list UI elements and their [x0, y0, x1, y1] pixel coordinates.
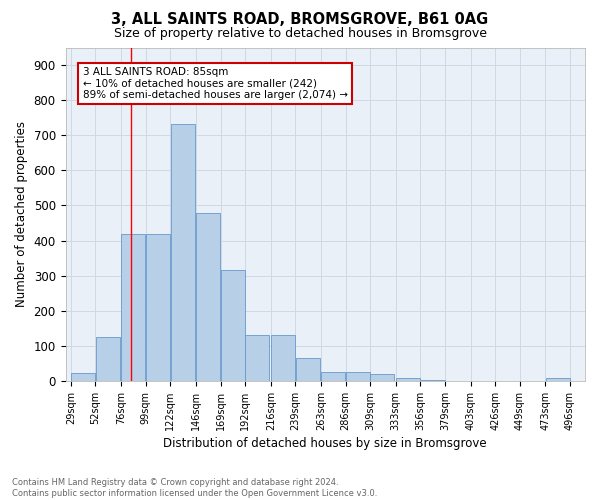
Text: 3, ALL SAINTS ROAD, BROMSGROVE, B61 0AG: 3, ALL SAINTS ROAD, BROMSGROVE, B61 0AG — [112, 12, 488, 28]
Bar — [245, 336, 269, 381]
Bar — [221, 270, 245, 381]
Text: Contains HM Land Registry data © Crown copyright and database right 2024.
Contai: Contains HM Land Registry data © Crown c… — [12, 478, 377, 498]
Bar — [421, 380, 445, 381]
X-axis label: Distribution of detached houses by size in Bromsgrove: Distribution of detached houses by size … — [163, 437, 487, 450]
Bar — [196, 213, 220, 381]
Bar — [396, 378, 420, 381]
Bar — [271, 336, 295, 381]
Y-axis label: Number of detached properties: Number of detached properties — [15, 121, 28, 307]
Bar — [96, 337, 120, 381]
Text: 3 ALL SAINTS ROAD: 85sqm
← 10% of detached houses are smaller (242)
89% of semi-: 3 ALL SAINTS ROAD: 85sqm ← 10% of detach… — [83, 67, 347, 100]
Bar — [121, 234, 145, 381]
Bar — [296, 358, 320, 381]
Bar — [370, 374, 394, 381]
Bar — [146, 234, 170, 381]
Text: Size of property relative to detached houses in Bromsgrove: Size of property relative to detached ho… — [113, 28, 487, 40]
Bar — [346, 372, 370, 381]
Bar — [170, 124, 194, 381]
Bar — [321, 372, 346, 381]
Bar — [71, 373, 95, 381]
Bar — [546, 378, 570, 381]
